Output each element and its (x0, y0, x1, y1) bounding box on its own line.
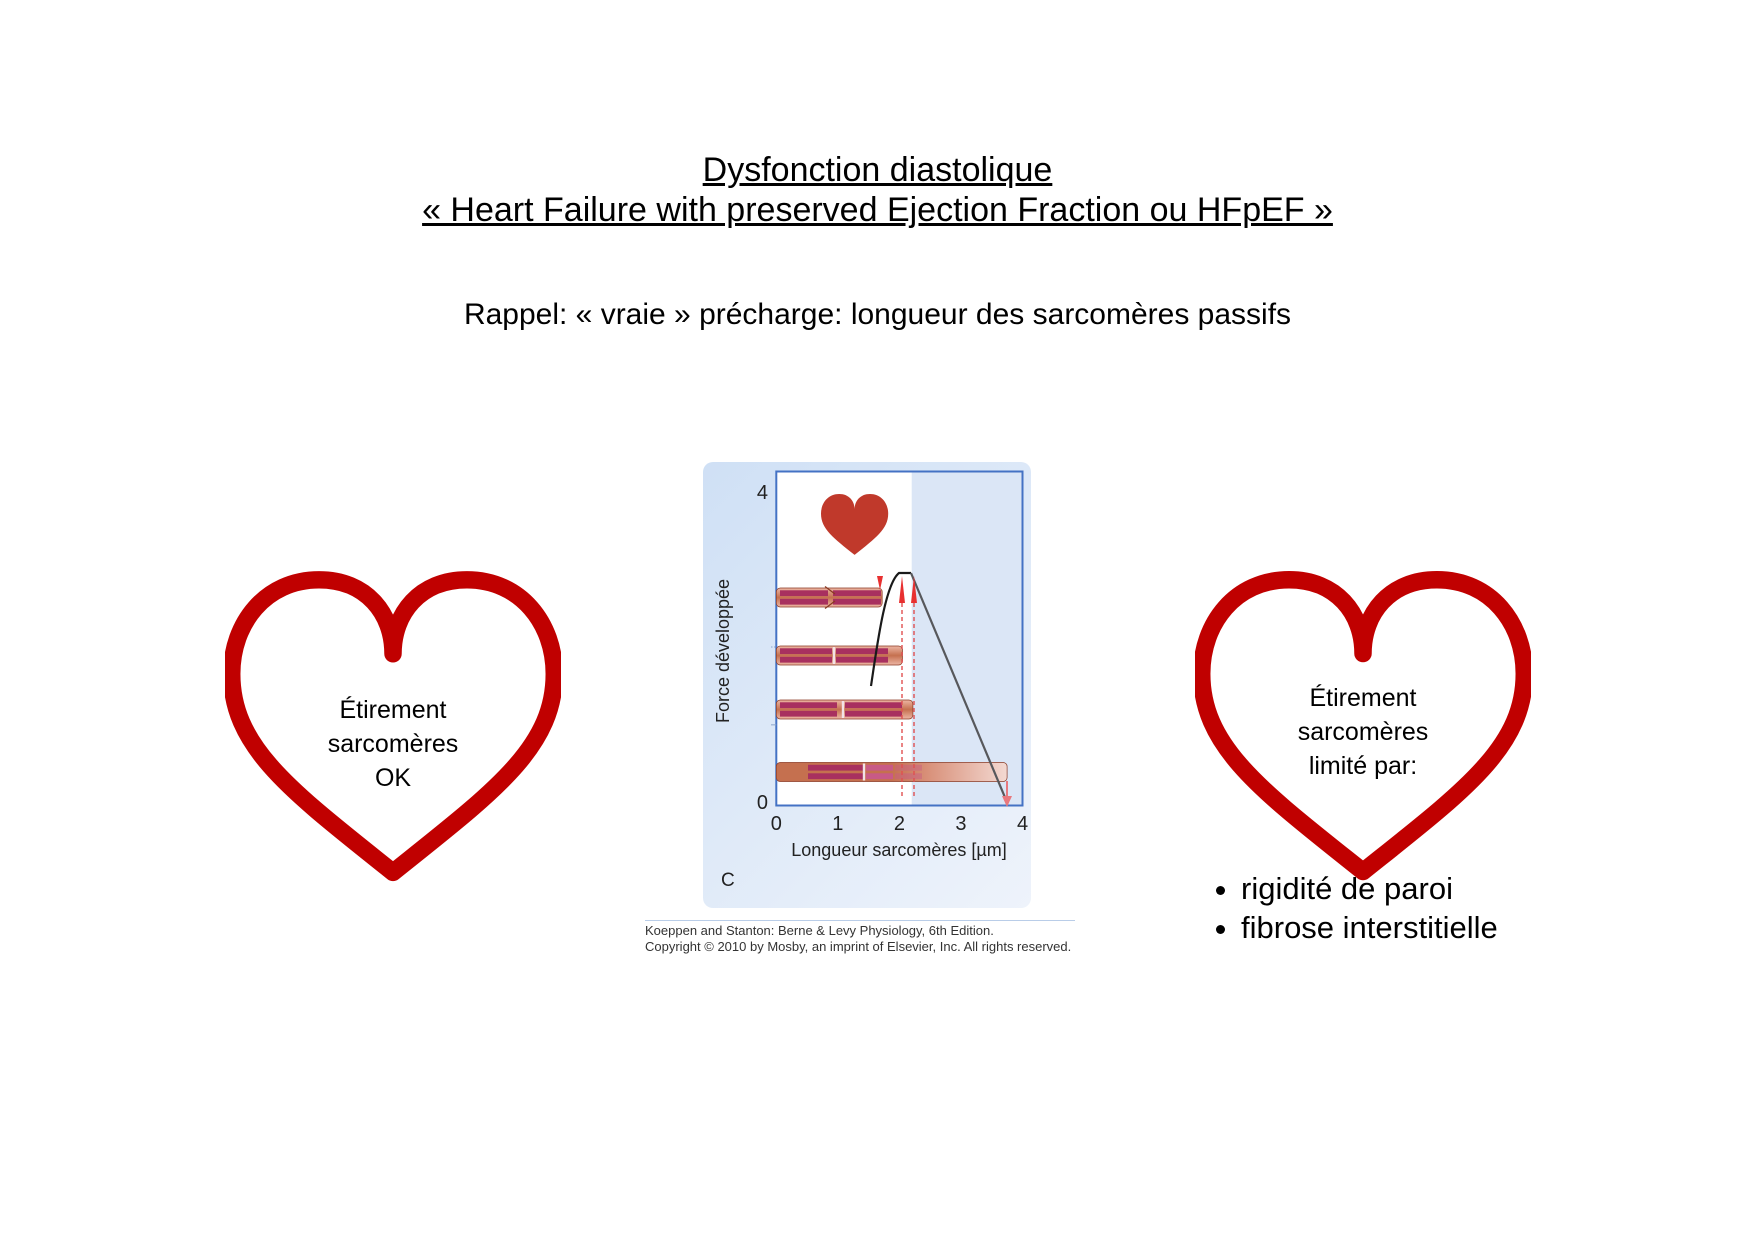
svg-text:C: C (721, 870, 735, 891)
svg-text:3: 3 (955, 813, 966, 835)
svg-text:Force développée: Force développée (713, 579, 733, 723)
svg-text:0: 0 (757, 792, 768, 814)
svg-text:4: 4 (757, 482, 768, 504)
svg-text:1: 1 (832, 813, 843, 835)
svg-text:2: 2 (894, 813, 905, 835)
svg-text:Longueur sarcomères [µm]: Longueur sarcomères [µm] (791, 840, 1006, 860)
svg-text:4: 4 (1017, 813, 1028, 835)
svg-text:0: 0 (771, 813, 782, 835)
